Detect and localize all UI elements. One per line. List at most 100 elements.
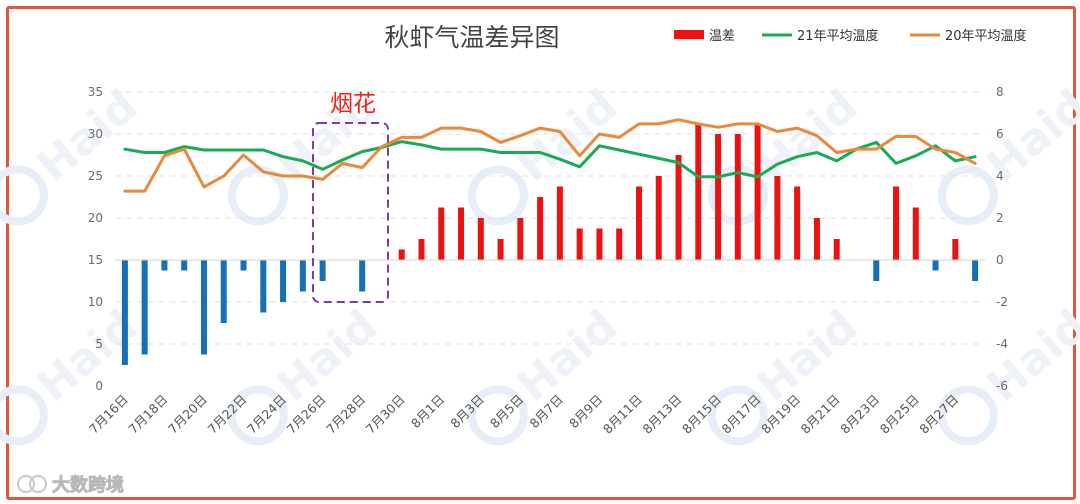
- y-left-tick-label: 30: [88, 127, 103, 141]
- x-tick-label: 7月28日: [323, 392, 368, 437]
- y-right-tick-label: -6: [996, 379, 1008, 393]
- x-tick-label: 7月20日: [165, 392, 210, 437]
- footer-logo-icon: [29, 475, 47, 493]
- chart-title: 秋虾气温差异图: [384, 23, 559, 52]
- bar: [319, 260, 326, 281]
- bar: [675, 155, 682, 260]
- x-tick-label: 8月13日: [639, 392, 684, 437]
- watermark-logo: Haid: [937, 80, 1080, 226]
- bar: [359, 260, 366, 292]
- x-tick-label: 8月25日: [877, 392, 922, 437]
- watermark-circle: [937, 385, 998, 446]
- watermark-logo: Haid: [0, 80, 147, 226]
- bar: [715, 134, 722, 260]
- legend-label: 21年平均温度: [797, 28, 879, 44]
- y-left-tick-label: 5: [95, 337, 103, 351]
- y-right-tick-label: 4: [996, 169, 1004, 183]
- bar: [458, 207, 465, 260]
- series-line-21: [123, 140, 977, 179]
- bar: [497, 239, 504, 260]
- bar: [754, 123, 761, 260]
- watermark-text: Haid: [978, 300, 1080, 412]
- bar: [220, 260, 227, 323]
- annotation-box: [312, 122, 389, 303]
- bar: [438, 207, 445, 260]
- watermark-text: Haid: [28, 300, 147, 412]
- footer-layer: 大数跨境: [17, 474, 124, 496]
- x-tick-label: 7月22日: [204, 392, 249, 437]
- y-left-tick-label: 15: [88, 253, 103, 267]
- watermark-circle: [937, 165, 998, 226]
- bar: [161, 260, 168, 271]
- bar: [774, 176, 781, 260]
- watermark-text: Haid: [748, 80, 867, 192]
- footer-logo-text: 大数跨境: [52, 474, 124, 496]
- watermark-circle: [0, 165, 48, 226]
- bar: [418, 239, 425, 260]
- x-tick-label: 8月1日: [408, 392, 448, 432]
- watermark-text: Haid: [268, 300, 387, 412]
- x-tick-label: 7月16日: [86, 392, 131, 437]
- bar: [537, 197, 544, 260]
- bar: [912, 207, 919, 260]
- y-left-tick-label: 20: [88, 211, 103, 225]
- y-right-tick-label: 2: [996, 211, 1004, 225]
- y-left-tick-label: 10: [88, 295, 103, 309]
- footer-logo-icon: [17, 475, 35, 493]
- legend-label: 温差: [709, 29, 735, 44]
- x-tick-label: 8月27日: [916, 392, 961, 437]
- bar: [833, 239, 840, 260]
- watermark-circle: [467, 385, 528, 446]
- bar: [616, 228, 623, 260]
- bar: [576, 228, 583, 260]
- bar: [794, 186, 801, 260]
- bar: [141, 260, 148, 355]
- annotation-layer: 烟花: [312, 91, 389, 303]
- x-tick-label: 8月23日: [837, 392, 882, 437]
- bar: [655, 176, 662, 260]
- bar: [121, 260, 128, 365]
- bar: [734, 134, 741, 260]
- y-right-tick-label: 6: [996, 127, 1004, 141]
- bar: [695, 123, 702, 260]
- bar: [635, 186, 642, 260]
- bar: [952, 239, 959, 260]
- lines-layer: [123, 118, 977, 193]
- watermark-circle: [707, 385, 768, 446]
- bar: [398, 249, 405, 260]
- y-left-tick-label: 25: [88, 169, 103, 183]
- y-right-tick-label: -4: [996, 337, 1008, 351]
- x-tick-label: 7月18日: [125, 392, 170, 437]
- bar: [477, 218, 484, 260]
- watermark-logo: Haid: [467, 80, 627, 226]
- bar: [813, 218, 820, 260]
- watermark-circle: [467, 165, 528, 226]
- annotation-label: 烟花: [330, 91, 376, 117]
- series-line-20: [123, 118, 977, 193]
- bar: [972, 260, 979, 281]
- y-right-tick-label: -2: [996, 295, 1008, 309]
- x-tick-label: 8月3日: [447, 392, 487, 432]
- bar: [596, 228, 603, 260]
- x-tick-label: 8月11日: [600, 392, 645, 437]
- watermark-text: Haid: [508, 300, 627, 412]
- x-tick-label: 7月30日: [363, 392, 408, 437]
- watermark-text: Haid: [748, 300, 867, 412]
- bar: [260, 260, 267, 313]
- bar: [517, 218, 524, 260]
- legend: 温差 21年平均温度 20年平均温度: [674, 28, 1027, 44]
- y-right-tick-label: 8: [996, 85, 1004, 99]
- bar: [299, 260, 306, 292]
- legend-label: 20年平均温度: [945, 28, 1027, 44]
- grid-layer: [115, 91, 985, 345]
- y-left-tick-label: 0: [95, 379, 103, 393]
- bar: [932, 260, 939, 271]
- watermark-circle: [227, 385, 288, 446]
- legend-swatch-bar: [674, 30, 704, 39]
- watermark-circle: [0, 385, 48, 446]
- bar: [240, 260, 247, 271]
- bars-layer: [121, 123, 979, 365]
- bar: [873, 260, 880, 281]
- watermark-circle: [227, 165, 288, 226]
